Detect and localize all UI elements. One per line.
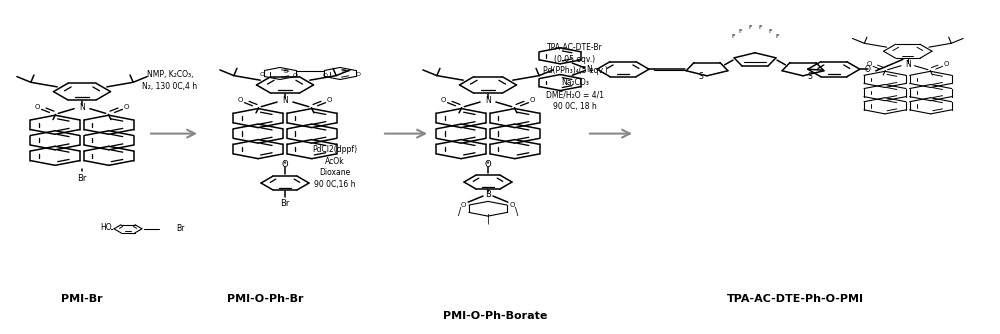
Text: O: O bbox=[282, 160, 288, 169]
Text: N: N bbox=[79, 103, 85, 112]
Text: Br: Br bbox=[77, 174, 87, 183]
Text: B: B bbox=[485, 190, 491, 198]
Text: N: N bbox=[282, 96, 288, 105]
Text: \: \ bbox=[515, 207, 518, 217]
Text: S: S bbox=[698, 72, 703, 81]
Text: O: O bbox=[327, 98, 332, 104]
Text: Br: Br bbox=[280, 199, 290, 208]
Text: O: O bbox=[292, 73, 298, 78]
Text: N: N bbox=[485, 96, 491, 105]
Text: O: O bbox=[322, 73, 328, 78]
Text: O: O bbox=[943, 61, 949, 67]
Text: O: O bbox=[461, 202, 466, 208]
Text: O: O bbox=[530, 98, 535, 104]
Text: O: O bbox=[35, 104, 40, 110]
Text: O: O bbox=[260, 72, 264, 77]
Text: PMI-O-Ph-Borate: PMI-O-Ph-Borate bbox=[443, 311, 547, 321]
Text: TPA-AC-DTE-Ph-O-PMI: TPA-AC-DTE-Ph-O-PMI bbox=[726, 294, 864, 304]
Text: PdCl2(dppf)
AcOk
Dioxane
90 0C,16 h: PdCl2(dppf) AcOk Dioxane 90 0C,16 h bbox=[312, 145, 358, 189]
Text: /: / bbox=[458, 207, 461, 217]
Text: HO: HO bbox=[100, 223, 112, 231]
Text: TPA-AC-DTE-Br
(0.05 eqv.)
Pd(PPh₃)₄(5 eqv.)
Na₂CO₃
DME/H₂O = 4/1
90 0C, 18 h: TPA-AC-DTE-Br (0.05 eqv.) Pd(PPh₃)₄(5 eq… bbox=[543, 43, 607, 111]
Text: F: F bbox=[775, 34, 779, 39]
Text: S: S bbox=[807, 72, 812, 81]
Text: PMI-Br: PMI-Br bbox=[61, 294, 103, 304]
Text: O: O bbox=[441, 98, 446, 104]
Text: O: O bbox=[238, 98, 243, 104]
Text: |: | bbox=[486, 213, 490, 223]
Text: O: O bbox=[867, 61, 872, 67]
Text: O: O bbox=[510, 202, 515, 208]
Text: NMP, K₂CO₃,
N₂, 130 0C,4 h: NMP, K₂CO₃, N₂, 130 0C,4 h bbox=[142, 70, 198, 91]
Text: PMI-O-Ph-Br: PMI-O-Ph-Br bbox=[227, 294, 303, 304]
Text: B: B bbox=[283, 69, 287, 73]
Text: F: F bbox=[758, 25, 762, 30]
Text: O: O bbox=[485, 160, 491, 169]
Text: N: N bbox=[905, 60, 911, 69]
Text: O: O bbox=[124, 104, 129, 110]
Text: O: O bbox=[356, 72, 360, 77]
Text: Br: Br bbox=[176, 224, 184, 233]
Text: N: N bbox=[586, 65, 592, 74]
Text: F: F bbox=[768, 29, 772, 34]
Text: F: F bbox=[748, 25, 752, 30]
Text: O: O bbox=[865, 65, 871, 74]
Text: F: F bbox=[731, 34, 735, 39]
Text: F: F bbox=[738, 29, 742, 34]
Text: B: B bbox=[341, 69, 345, 73]
